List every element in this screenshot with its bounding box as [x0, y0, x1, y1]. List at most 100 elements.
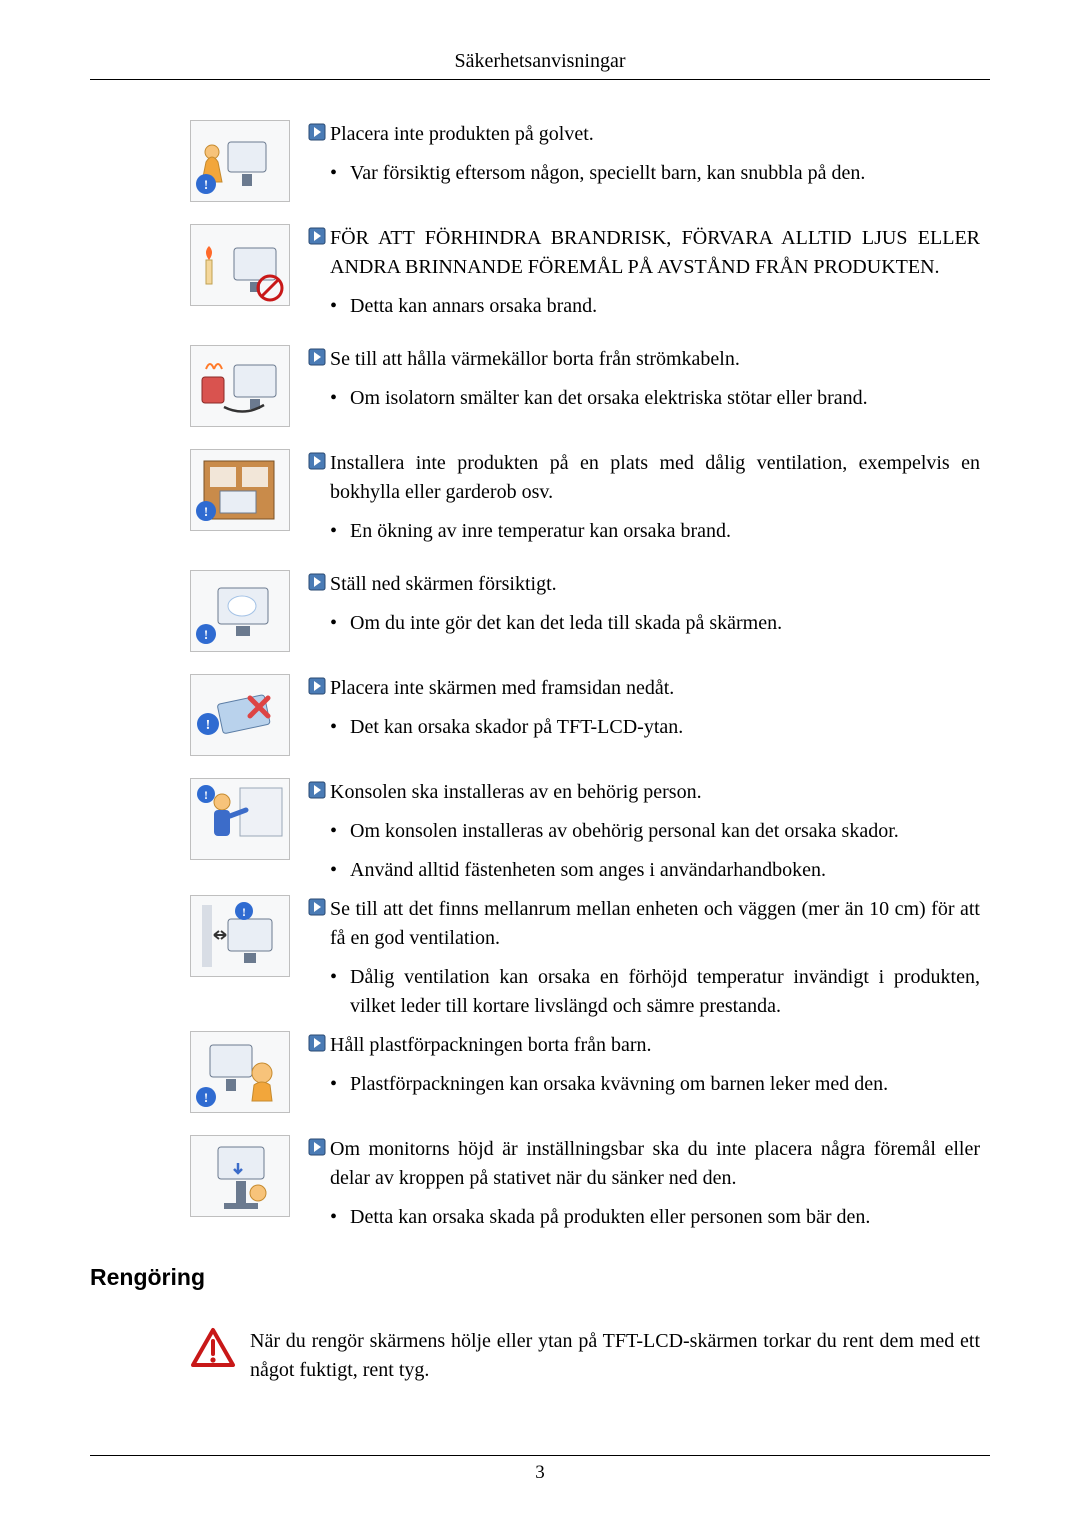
cleaning-warning-row: När du rengör skärmens hölje eller ytan …	[190, 1327, 980, 1385]
lead-line: Installera inte produkten på en plats me…	[308, 449, 980, 507]
lead-text: Se till att hålla värmekällor borta från…	[330, 345, 740, 374]
safety-item: Se till att hålla värmekällor borta från…	[190, 345, 980, 427]
vagg-avstand-icon: !	[190, 895, 290, 977]
barn-golv-icon: !	[190, 120, 290, 202]
sub-bullet: •Detta kan annars orsaka brand.	[330, 292, 980, 321]
safety-item: Om monitorns höjd är inställningsbar ska…	[190, 1135, 980, 1234]
item-text: Håll plastförpackningen borta från barn.…	[308, 1031, 980, 1101]
arrow-bullet-icon	[308, 123, 326, 141]
lead-text: Ställ ned skärmen försiktigt.	[330, 570, 557, 599]
sub-text: Detta kan orsaka skada på produkten elle…	[350, 1203, 980, 1232]
safety-item: ! Ställ ned skärmen försiktigt. •Om du i…	[190, 570, 980, 652]
svg-text:!: !	[204, 177, 208, 192]
safety-item: ! Håll plastförpackningen borta från bar…	[190, 1031, 980, 1113]
svg-text:!: !	[204, 1090, 208, 1105]
framsida-nedat-icon: !	[190, 674, 290, 756]
safety-item: ! Se till att det finns mellanrum mellan…	[190, 895, 980, 1023]
sub-bullet: •Använd alltid fästenheten som anges i a…	[330, 856, 980, 885]
item-text: Placera inte produkten på golvet. •Var f…	[308, 120, 980, 190]
sub-text: Det kan orsaka skador på TFT-LCD-ytan.	[350, 713, 980, 742]
item-text: FÖR ATT FÖRHINDRA BRANDRISK, FÖRVARA ALL…	[308, 224, 980, 323]
sub-bullet: •Plastförpackningen kan orsaka kvävning …	[330, 1070, 980, 1099]
arrow-bullet-icon	[308, 1034, 326, 1052]
sub-text: Om konsolen installeras av obehörig pers…	[350, 817, 980, 846]
svg-text:!: !	[204, 627, 208, 642]
lead-line: Om monitorns höjd är inställningsbar ska…	[308, 1135, 980, 1193]
varme-kabel-icon	[190, 345, 290, 427]
sub-text: Om isolatorn smälter kan det orsaka elek…	[350, 384, 980, 413]
content-area: ! Placera inte produkten på golvet. •Var…	[190, 120, 980, 1234]
sub-text: Dålig ventilation kan orsaka en förhöjd …	[350, 963, 980, 1021]
sub-text: Om du inte gör det kan det leda till ska…	[350, 609, 980, 638]
item-text: Konsolen ska installeras av en behörig p…	[308, 778, 980, 887]
running-header: Säkerhetsanvisningar	[90, 50, 990, 73]
arrow-bullet-icon	[308, 1138, 326, 1156]
item-text: Se till att det finns mellanrum mellan e…	[308, 895, 980, 1023]
lead-line: FÖR ATT FÖRHINDRA BRANDRISK, FÖRVARA ALL…	[308, 224, 980, 282]
lead-line: Placera inte skärmen med framsidan nedåt…	[308, 674, 980, 703]
footer-rule	[90, 1455, 990, 1456]
konsol-install-icon: !	[190, 778, 290, 860]
page-footer: 3	[90, 1455, 990, 1484]
sub-text: Plastförpackningen kan orsaka kvävning o…	[350, 1070, 980, 1099]
sub-bullet: •Detta kan orsaka skada på produkten ell…	[330, 1203, 980, 1232]
sub-bullet: •Var försiktig eftersom någon, speciellt…	[330, 159, 980, 188]
item-text: Se till att hålla värmekällor borta från…	[308, 345, 980, 415]
arrow-bullet-icon	[308, 573, 326, 591]
warning-text: När du rengör skärmens hölje eller ytan …	[250, 1327, 980, 1385]
safety-item: ! Installera inte produkten på en plats …	[190, 449, 980, 548]
lead-text: Placera inte produkten på golvet.	[330, 120, 594, 149]
lead-line: Se till att hålla värmekällor borta från…	[308, 345, 980, 374]
arrow-bullet-icon	[308, 677, 326, 695]
item-text: Placera inte skärmen med framsidan nedåt…	[308, 674, 980, 744]
item-text: Ställ ned skärmen försiktigt. •Om du int…	[308, 570, 980, 640]
lead-line: Placera inte produkten på golvet.	[308, 120, 980, 149]
lead-text: Se till att det finns mellanrum mellan e…	[330, 895, 980, 953]
arrow-bullet-icon	[308, 781, 326, 799]
plast-barn-icon: !	[190, 1031, 290, 1113]
svg-text:!: !	[204, 788, 208, 802]
sub-text: Detta kan annars orsaka brand.	[350, 292, 980, 321]
safety-item: ! Placera inte produkten på golvet. •Var…	[190, 120, 980, 202]
item-text: Installera inte produkten på en plats me…	[308, 449, 980, 548]
lead-text: Konsolen ska installeras av en behörig p…	[330, 778, 702, 807]
sub-bullet: •Det kan orsaka skador på TFT-LCD-ytan.	[330, 713, 980, 742]
arrow-bullet-icon	[308, 348, 326, 366]
sub-bullet: •Om du inte gör det kan det leda till sk…	[330, 609, 980, 638]
safety-item: FÖR ATT FÖRHINDRA BRANDRISK, FÖRVARA ALL…	[190, 224, 980, 323]
sub-bullet: •Dålig ventilation kan orsaka en förhöjd…	[330, 963, 980, 1021]
bokhylla-icon: !	[190, 449, 290, 531]
lead-text: Placera inte skärmen med framsidan nedåt…	[330, 674, 674, 703]
sub-text: Var försiktig eftersom någon, speciellt …	[350, 159, 980, 188]
svg-text:!: !	[242, 905, 246, 919]
arrow-bullet-icon	[308, 452, 326, 470]
lead-line: Ställ ned skärmen försiktigt.	[308, 570, 980, 599]
lead-text: FÖR ATT FÖRHINDRA BRANDRISK, FÖRVARA ALL…	[330, 224, 980, 282]
sub-bullet: •Om konsolen installeras av obehörig per…	[330, 817, 980, 846]
svg-text:!: !	[206, 718, 211, 733]
sub-bullet: •En ökning av inre temperatur kan orsaka…	[330, 517, 980, 546]
lead-line: Håll plastförpackningen borta från barn.	[308, 1031, 980, 1060]
arrow-bullet-icon	[308, 227, 326, 245]
arrow-bullet-icon	[308, 898, 326, 916]
header-rule	[90, 79, 990, 80]
sub-text: Använd alltid fästenheten som anges i an…	[350, 856, 980, 885]
lead-text: Installera inte produkten på en plats me…	[330, 449, 980, 507]
warning-triangle-icon	[190, 1327, 236, 1369]
item-text: Om monitorns höjd är inställningsbar ska…	[308, 1135, 980, 1234]
ljus-eld-icon	[190, 224, 290, 306]
safety-item: ! Konsolen ska installeras av en behörig…	[190, 778, 980, 887]
safety-item: ! Placera inte skärmen med framsidan ned…	[190, 674, 980, 756]
lead-line: Konsolen ska installeras av en behörig p…	[308, 778, 980, 807]
page-container: Säkerhetsanvisningar ! Placera inte	[0, 0, 1080, 1524]
svg-text:!: !	[204, 504, 208, 519]
sub-bullet: •Om isolatorn smälter kan det orsaka ele…	[330, 384, 980, 413]
lead-line: Se till att det finns mellanrum mellan e…	[308, 895, 980, 953]
page-number: 3	[90, 1462, 990, 1484]
hojd-stativ-icon	[190, 1135, 290, 1217]
lead-text: Håll plastförpackningen borta från barn.	[330, 1031, 652, 1060]
sub-text: En ökning av inre temperatur kan orsaka …	[350, 517, 980, 546]
skarm-ned-icon: !	[190, 570, 290, 652]
section-heading: Rengöring	[90, 1264, 990, 1291]
lead-text: Om monitorns höjd är inställningsbar ska…	[330, 1135, 980, 1193]
